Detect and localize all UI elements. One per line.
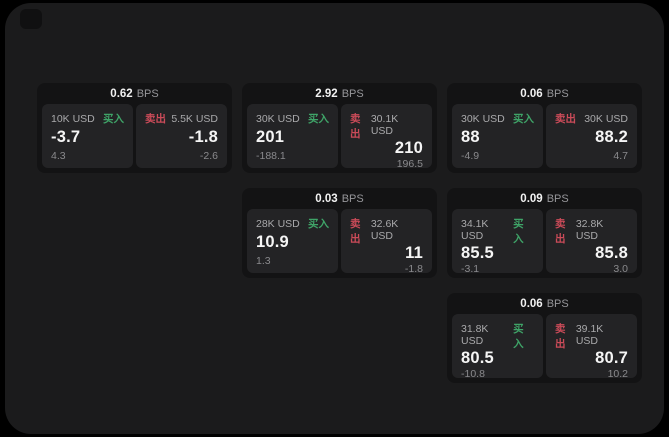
quote-tile: 0.06 BPS 31.8K USD 买入 80.5 -10.8 卖出 39.1… bbox=[447, 293, 642, 383]
spread-unit-label: BPS bbox=[546, 297, 569, 310]
sell-delta: 4.7 bbox=[613, 150, 628, 162]
buy-panel[interactable]: 31.8K USD 买入 80.5 -10.8 bbox=[452, 314, 543, 380]
sell-side-label: 卖出 bbox=[555, 113, 576, 125]
sell-delta: 196.5 bbox=[396, 158, 423, 170]
buy-delta: -3.1 bbox=[461, 263, 480, 275]
sell-delta: 10.2 bbox=[607, 368, 628, 380]
quote-tile: 0.62 BPS 10K USD 买入 -3.7 4.3 卖出 5.5K USD… bbox=[37, 83, 232, 173]
spread-header: 0.03 BPS bbox=[242, 188, 437, 209]
buy-amount: 10K USD bbox=[51, 113, 95, 125]
sell-amount: 32.6K USD bbox=[370, 218, 399, 242]
spread-unit-label: BPS bbox=[341, 192, 364, 205]
sell-delta: -1.8 bbox=[404, 263, 423, 275]
sell-amount: 32.8K USD bbox=[575, 218, 604, 242]
sell-delta: -2.6 bbox=[199, 150, 218, 162]
buy-delta: 4.3 bbox=[51, 150, 66, 162]
spread-unit-label: BPS bbox=[546, 192, 569, 205]
buy-side-label: 买入 bbox=[513, 323, 524, 350]
buy-panel[interactable]: 10K USD 买入 -3.7 4.3 bbox=[42, 104, 133, 168]
buy-side-label: 买入 bbox=[513, 218, 524, 245]
spread-unit-label: BPS bbox=[136, 87, 159, 100]
buy-delta: 1.3 bbox=[256, 255, 271, 267]
sell-panel[interactable]: 卖出 32.6K USD 11 -1.8 bbox=[341, 209, 432, 275]
sell-panel[interactable]: 卖出 32.8K USD 85.8 3.0 bbox=[546, 209, 637, 275]
buy-amount: 34.1K USD bbox=[461, 218, 489, 242]
sell-side-label: 卖出 bbox=[555, 218, 566, 245]
buy-price: 201 bbox=[256, 127, 285, 146]
buy-delta: -4.9 bbox=[461, 150, 480, 162]
sell-panel[interactable]: 卖出 5.5K USD -1.8 -2.6 bbox=[136, 104, 227, 168]
spread-header: 0.06 BPS bbox=[447, 83, 642, 104]
sell-price: 80.7 bbox=[595, 349, 628, 367]
buy-amount: 31.8K USD bbox=[461, 323, 489, 347]
buy-panel[interactable]: 34.1K USD 买入 85.5 -3.1 bbox=[452, 209, 543, 275]
quote-tile: 0.09 BPS 34.1K USD 买入 85.5 -3.1 卖出 32.8K… bbox=[447, 188, 642, 278]
buy-panel[interactable]: 28K USD 买入 10.9 1.3 bbox=[247, 209, 338, 273]
sell-delta: 3.0 bbox=[613, 263, 628, 275]
buy-price: -3.7 bbox=[51, 127, 81, 146]
buy-price: 88 bbox=[461, 127, 480, 146]
buy-side-label: 买入 bbox=[308, 113, 329, 125]
sell-panel[interactable]: 卖出 39.1K USD 80.7 10.2 bbox=[546, 314, 637, 380]
spread-value: 0.62 bbox=[110, 87, 133, 100]
sell-price: 88.2 bbox=[595, 127, 628, 146]
spread-header: 0.06 BPS bbox=[447, 293, 642, 314]
spread-unit-label: BPS bbox=[341, 87, 364, 100]
sell-side-label: 卖出 bbox=[555, 323, 566, 350]
sell-amount: 30.1K USD bbox=[370, 113, 399, 137]
sell-price: 210 bbox=[394, 139, 423, 157]
buy-price: 80.5 bbox=[461, 349, 494, 367]
spread-header: 2.92 BPS bbox=[242, 83, 437, 104]
buy-price: 85.5 bbox=[461, 244, 494, 262]
buy-delta: -10.8 bbox=[461, 368, 485, 380]
app-frame: 0.62 BPS 10K USD 买入 -3.7 4.3 卖出 5.5K USD… bbox=[5, 3, 664, 434]
sell-panel[interactable]: 卖出 30K USD 88.2 4.7 bbox=[546, 104, 637, 168]
spread-header: 0.62 BPS bbox=[37, 83, 232, 104]
buy-amount: 30K USD bbox=[461, 113, 505, 125]
quote-tile: 0.06 BPS 30K USD 买入 88 -4.9 卖出 30K USD 8… bbox=[447, 83, 642, 173]
quote-tile: 2.92 BPS 30K USD 买入 201 -188.1 卖出 30.1K … bbox=[242, 83, 437, 173]
buy-side-label: 买入 bbox=[103, 113, 124, 125]
buy-side-label: 买入 bbox=[308, 218, 329, 230]
buy-side-label: 买入 bbox=[513, 113, 534, 125]
spread-unit-label: BPS bbox=[546, 87, 569, 100]
sell-side-label: 卖出 bbox=[145, 113, 166, 125]
spread-header: 0.09 BPS bbox=[447, 188, 642, 209]
buy-amount: 30K USD bbox=[256, 113, 300, 125]
buy-price: 10.9 bbox=[256, 232, 289, 251]
quote-tile: 0.03 BPS 28K USD 买入 10.9 1.3 卖出 32.6K US… bbox=[242, 188, 437, 278]
app-logo-icon bbox=[20, 9, 42, 29]
sell-panel[interactable]: 卖出 30.1K USD 210 196.5 bbox=[341, 104, 432, 170]
spread-value: 0.06 bbox=[520, 297, 543, 310]
sell-amount: 39.1K USD bbox=[575, 323, 604, 347]
buy-panel[interactable]: 30K USD 买入 201 -188.1 bbox=[247, 104, 338, 168]
sell-price: -1.8 bbox=[188, 127, 218, 146]
buy-amount: 28K USD bbox=[256, 218, 300, 230]
spread-value: 0.03 bbox=[315, 192, 338, 205]
sell-amount: 5.5K USD bbox=[171, 113, 218, 125]
buy-panel[interactable]: 30K USD 买入 88 -4.9 bbox=[452, 104, 543, 168]
spread-value: 0.06 bbox=[520, 87, 543, 100]
sell-price: 11 bbox=[405, 244, 423, 262]
sell-side-label: 卖出 bbox=[350, 113, 361, 140]
buy-delta: -188.1 bbox=[256, 150, 286, 162]
sell-amount: 30K USD bbox=[584, 113, 628, 125]
sell-side-label: 卖出 bbox=[350, 218, 361, 245]
sell-price: 85.8 bbox=[595, 244, 628, 262]
spread-value: 2.92 bbox=[315, 87, 338, 100]
spread-value: 0.09 bbox=[520, 192, 543, 205]
